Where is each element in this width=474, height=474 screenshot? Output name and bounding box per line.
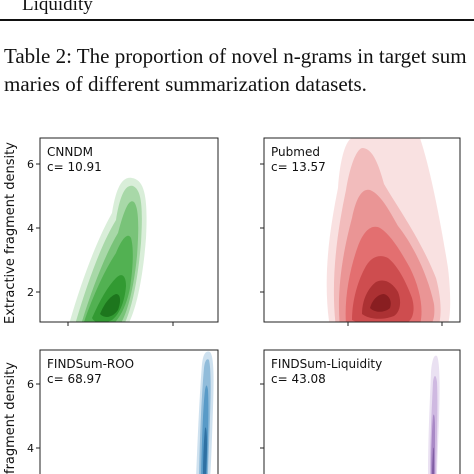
- density-contours-pubmed: [326, 138, 451, 322]
- density-contours-findsum-roo: [196, 351, 214, 474]
- table-caption: Table 2: The proportion of novel n-grams…: [4, 42, 474, 98]
- caption-line-2: maries of different summarization datase…: [4, 72, 367, 96]
- panel-pubmed: Pubmed c= 13.57: [260, 137, 461, 326]
- y-tick-label: 4: [27, 222, 34, 235]
- panel-frame-pubmed: [263, 137, 461, 323]
- density-contours-cnndm: [69, 177, 147, 322]
- panel-stat-pubmed: c= 13.57: [271, 160, 326, 174]
- y-tick-label: 6: [27, 378, 34, 391]
- y-axis-label-top: Extractive fragment density: [3, 142, 18, 324]
- panel-findsum-roo: FINDSum-ROO c= 68.97 4 6: [27, 349, 219, 474]
- panel-stat-findsum-liquidity: c= 43.08: [271, 372, 326, 386]
- panel-findsum-liquidity: FINDSum-Liquidity c= 43.08: [260, 349, 461, 474]
- y-ticks-cnndm: 2 4 6: [27, 158, 40, 299]
- panel-title-pubmed: Pubmed: [271, 145, 320, 159]
- y-tick-label: 6: [27, 158, 34, 171]
- table-row-label: Liquidity: [22, 0, 93, 15]
- panel-cnndm: CNNDM c= 10.91 2 4 6: [27, 137, 219, 326]
- panel-stat-cnndm: c= 10.91: [47, 160, 102, 174]
- density-figure: Extractive fragment density fragment den…: [3, 137, 461, 474]
- table-last-row: Liquidity: [0, 0, 474, 22]
- y-tick-label: 2: [27, 286, 34, 299]
- y-axis-label-bottom: fragment density: [3, 362, 18, 474]
- y-ticks-findsum-roo: 4 6: [27, 378, 40, 455]
- table-bottom-rule: [0, 19, 474, 21]
- density-contours-findsum-liquidity: [428, 355, 440, 474]
- panel-title-findsum-liquidity: FINDSum-Liquidity: [271, 357, 382, 371]
- panel-stat-findsum-roo: c= 68.97: [47, 372, 102, 386]
- panel-frame-cnndm: [39, 137, 219, 323]
- panel-frame-findsum-liquidity: [263, 349, 461, 474]
- y-tick-label: 4: [27, 442, 34, 455]
- caption-line-1: Table 2: The proportion of novel n-grams…: [4, 44, 467, 68]
- panel-title-cnndm: CNNDM: [47, 145, 93, 159]
- panel-frame-findsum-roo: [39, 349, 219, 474]
- panel-title-findsum-roo: FINDSum-ROO: [47, 357, 134, 371]
